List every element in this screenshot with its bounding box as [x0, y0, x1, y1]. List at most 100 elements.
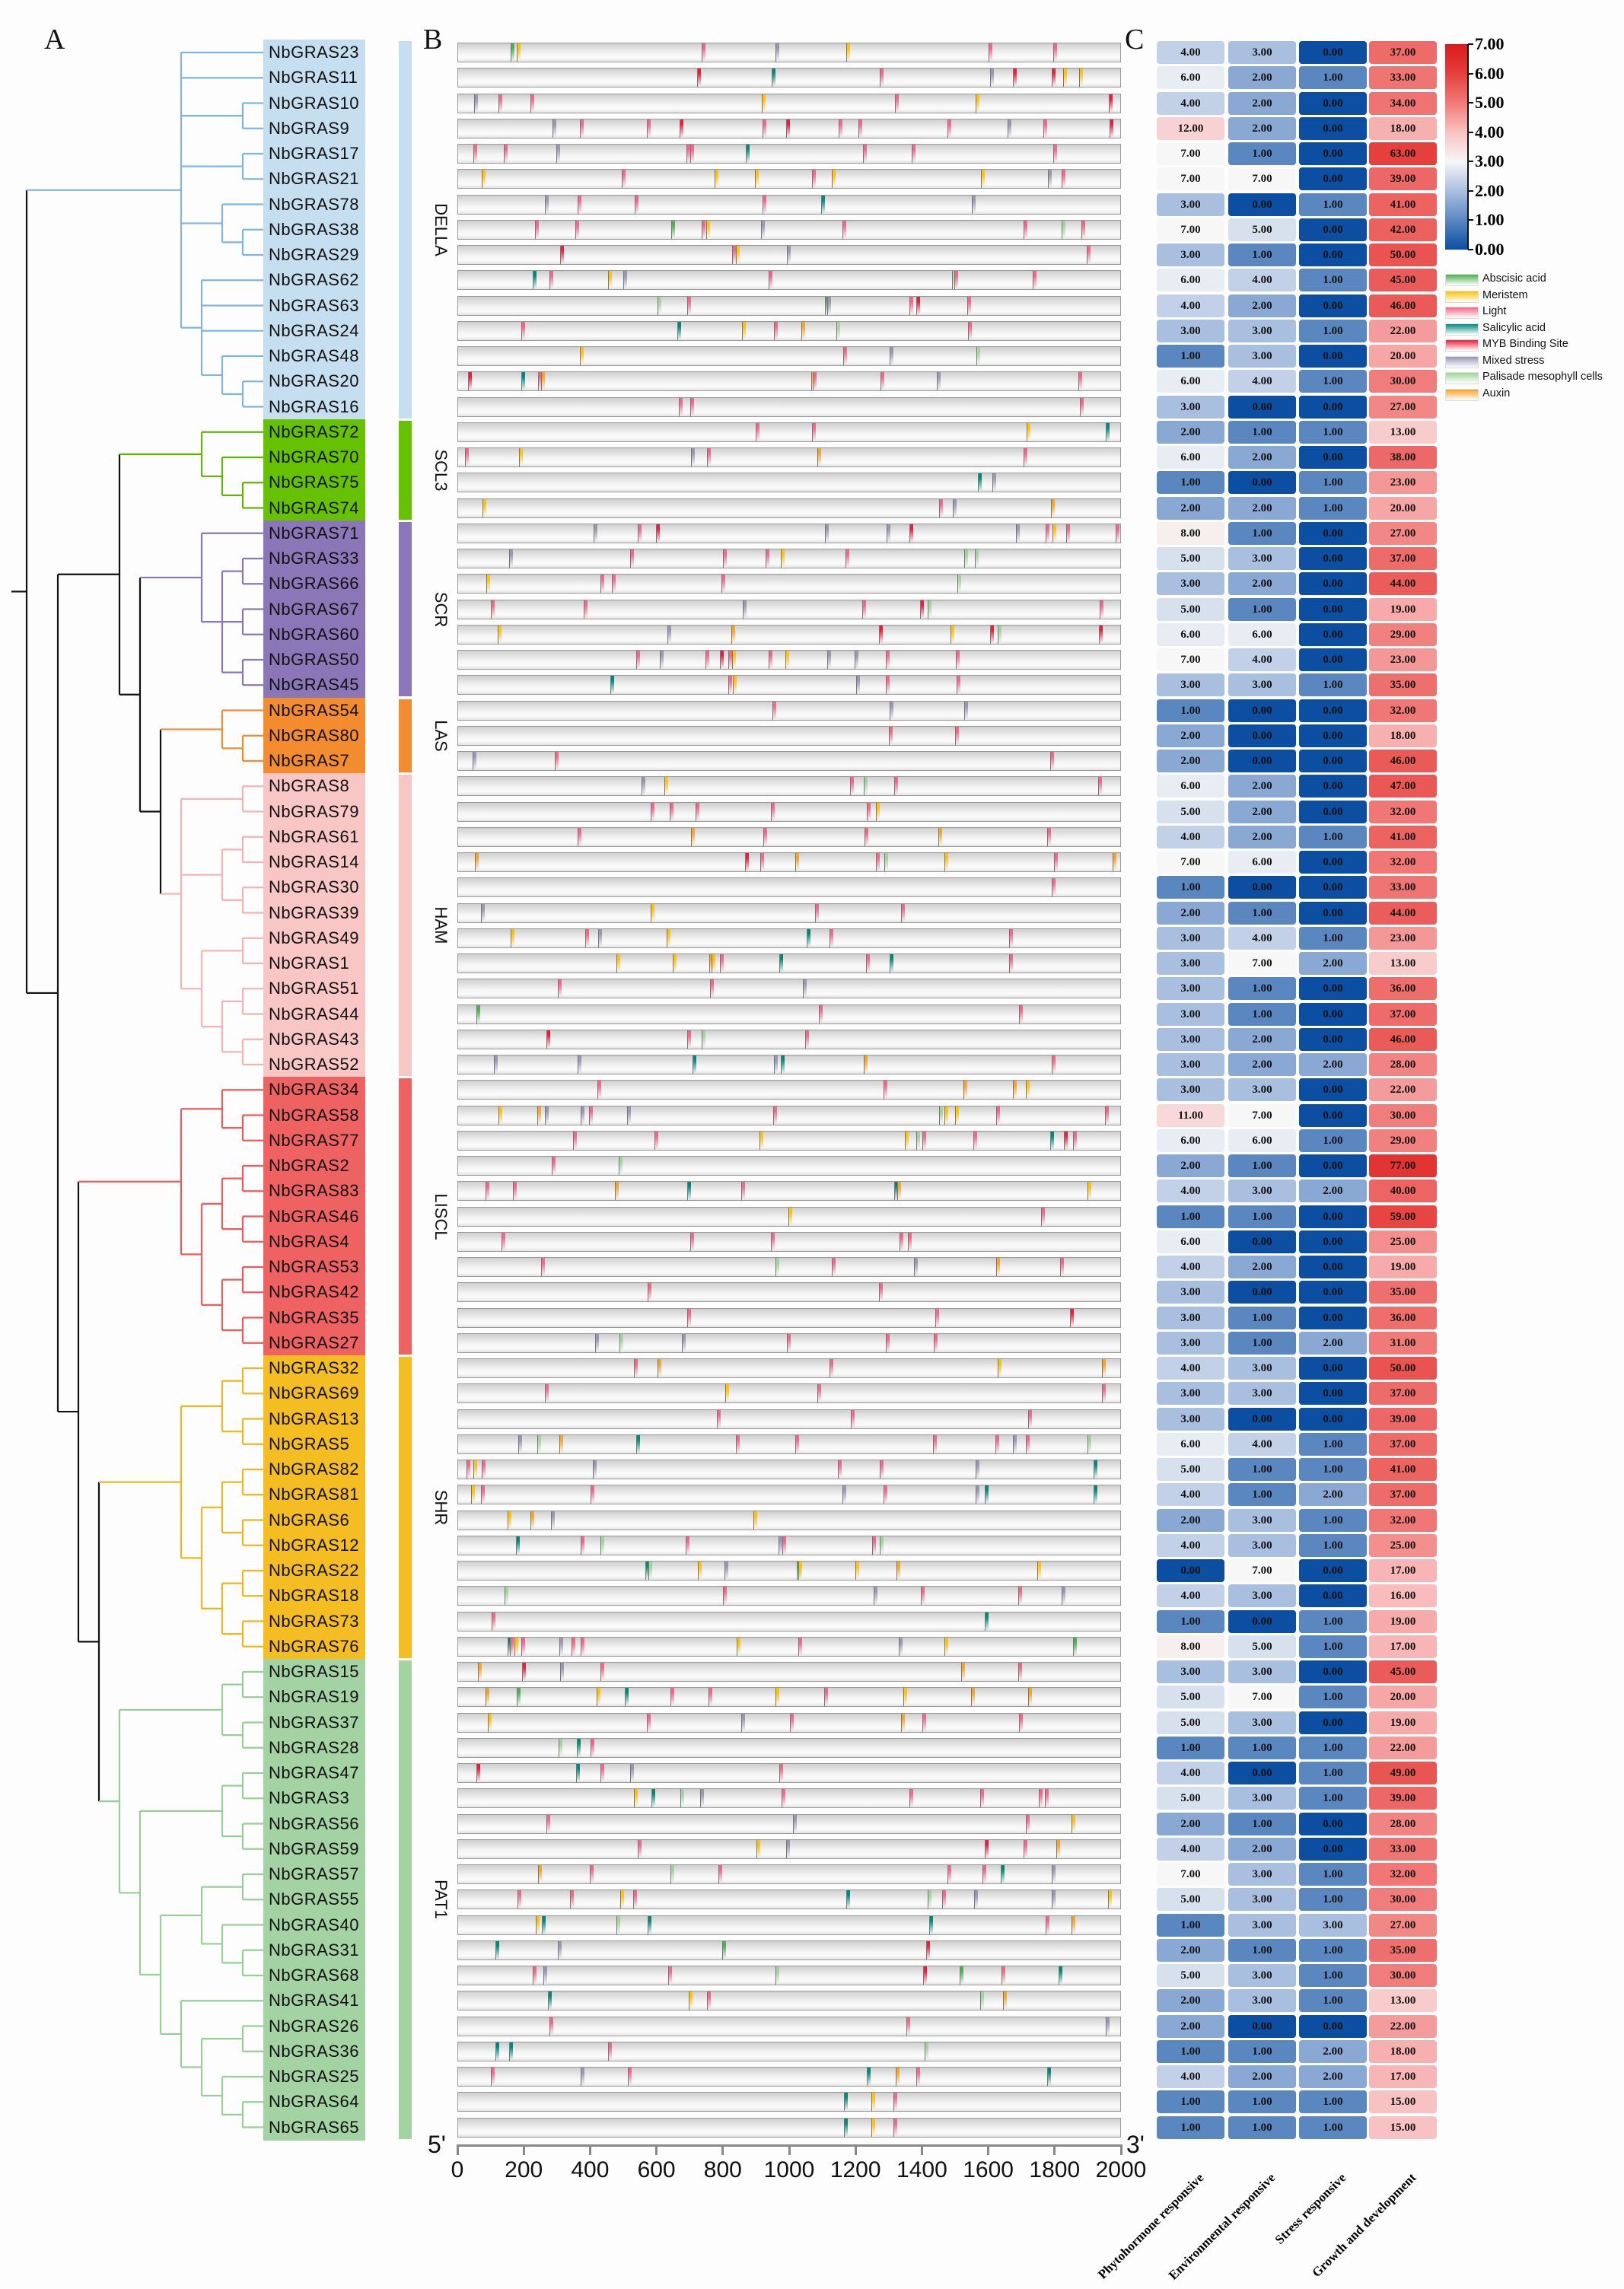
motif-mark-light — [537, 372, 542, 391]
heatmap-cell: 1.00 — [1299, 1762, 1367, 1784]
heatmap-cell: 20.00 — [1369, 345, 1437, 368]
legend-label: Mixed stress — [1482, 354, 1545, 367]
motif-mark-light — [812, 422, 817, 441]
heatmap-cell: 37.00 — [1369, 1432, 1437, 1456]
motif-mark-light — [1053, 145, 1058, 163]
motif-mark-mixed-stress — [889, 701, 893, 720]
promoter-bar — [457, 574, 1121, 594]
motif-mark-meristem — [950, 625, 954, 644]
motif-mark-auxin — [996, 1258, 1001, 1276]
motif-mark-myb-binding-site — [879, 625, 884, 644]
motif-mark-mixed-stress — [630, 1764, 635, 1782]
motif-mark-palisade-mesophyll-cells — [938, 1106, 943, 1125]
heatmap-cell: 3.00 — [1157, 1281, 1224, 1304]
motif-mark-abscisic-acid — [511, 43, 515, 62]
heatmap-cell: 1.00 — [1299, 319, 1367, 342]
motif-mark-palisade-mesophyll-cells — [925, 2042, 929, 2061]
heatmap-cell: 30.00 — [1369, 1888, 1437, 1912]
motif-mark-auxin — [615, 1182, 619, 1201]
heatmap-cell: 44.00 — [1369, 572, 1437, 596]
motif-mark-light — [815, 903, 820, 922]
motif-mark-meristem — [536, 1915, 540, 1934]
motif-mark-meristem — [633, 1789, 638, 1808]
heatmap-cell: 0.00 — [1299, 1711, 1367, 1734]
heatmap-cell: 0.00 — [1299, 977, 1367, 1001]
motif-mark-light — [1104, 1106, 1109, 1125]
color-scale-label: 5.00 — [1475, 93, 1505, 113]
motif-mark-light — [580, 1536, 584, 1555]
motif-mark-light — [957, 676, 961, 695]
motif-mark-mixed-stress — [480, 903, 485, 922]
heatmap-cell: 23.00 — [1369, 926, 1437, 950]
motif-mark-auxin — [794, 853, 799, 871]
heatmap-cell: 3.00 — [1228, 1357, 1296, 1380]
heatmap-cell: 5.00 — [1228, 1635, 1296, 1658]
promoter-bar — [457, 498, 1121, 518]
promoter-bar — [457, 447, 1121, 467]
heatmap-cell: 1.00 — [1157, 2115, 1224, 2139]
gene-label: NbGRAS52 — [263, 1052, 365, 1078]
heatmap-cell: 27.00 — [1369, 521, 1437, 545]
color-scale-tick — [1468, 219, 1473, 221]
heatmap-cell: 2.00 — [1228, 116, 1296, 140]
motif-mark-light — [732, 246, 737, 264]
motif-mark-mixed-stress — [700, 1789, 705, 1808]
motif-mark-light — [578, 827, 582, 846]
motif-mark-myb-binding-site — [560, 246, 565, 264]
gene-label: NbGRAS80 — [263, 722, 365, 749]
heatmap-cell: 2.00 — [1228, 1256, 1296, 1278]
motif-mark-light — [1046, 827, 1051, 846]
heatmap-cell: 1.00 — [1299, 1863, 1367, 1886]
motif-mark-light — [690, 1232, 695, 1251]
gene-label: NbGRAS30 — [263, 874, 365, 901]
heatmap-cell: 3.00 — [1299, 1913, 1367, 1937]
motif-mark-salicylic-acid — [1105, 422, 1110, 441]
heatmap-cell: 37.00 — [1369, 1002, 1437, 1026]
motif-mark-light — [1046, 1915, 1050, 1934]
motif-mark-salicylic-acid — [929, 1915, 934, 1934]
motif-mark-salicylic-acid — [647, 1915, 651, 1934]
heatmap-cell: 0.00 — [1299, 1382, 1367, 1406]
motif-mark-light — [718, 1865, 723, 1883]
heatmap-cell: 16.00 — [1369, 1584, 1437, 1608]
motif-mark-light — [766, 549, 770, 568]
motif-mark-auxin — [901, 1713, 906, 1732]
gene-label: NbGRAS81 — [263, 1482, 365, 1508]
motif-mark-light — [973, 1131, 978, 1150]
heatmap-cell: 1.00 — [1228, 1938, 1296, 1962]
motif-mark-meristem — [903, 1688, 908, 1707]
motif-mark-light — [573, 1131, 578, 1150]
motif-mark-auxin — [864, 1055, 868, 1074]
heatmap-cell: 3.00 — [1228, 1180, 1296, 1203]
heatmap-cell: 44.00 — [1369, 901, 1437, 925]
gene-label: NbGRAS77 — [263, 1127, 365, 1154]
heatmap-cell: 3.00 — [1228, 1989, 1296, 2013]
promoter-bar — [457, 1156, 1121, 1176]
subfamily-bar-scl3 — [399, 420, 412, 520]
motif-mark-myb-binding-site — [696, 68, 701, 88]
heatmap-cell: 7.00 — [1157, 1863, 1224, 1886]
motif-mark-palisade-mesophyll-cells — [884, 853, 888, 871]
motif-mark-mixed-stress — [551, 1511, 556, 1530]
subfamily-name: SHR — [431, 1489, 451, 1526]
heatmap-cell: 39.00 — [1369, 1787, 1437, 1810]
legend-label: Abscisic acid — [1482, 272, 1546, 285]
gene-label: NbGRAS73 — [263, 1608, 365, 1635]
motif-mark-meristem — [664, 777, 668, 796]
gene-label: NbGRAS46 — [263, 1203, 365, 1230]
motif-mark-light — [498, 94, 503, 113]
heatmap-cell: 40.00 — [1369, 1180, 1437, 1203]
gene-label: NbGRAS54 — [263, 697, 365, 724]
promoter-bar — [457, 624, 1121, 645]
heatmap-cell: 1.00 — [1299, 1888, 1367, 1912]
motif-mark-light — [967, 321, 972, 340]
legend-swatch-palisade-mesophyll-cells — [1445, 372, 1479, 384]
motif-mark-light — [638, 524, 642, 543]
motif-mark-palisade-mesophyll-cells — [600, 1536, 605, 1555]
motif-mark-light — [600, 1764, 604, 1782]
gene-label: NbGRAS57 — [263, 1861, 365, 1887]
motif-mark-meristem — [519, 448, 524, 466]
gene-label: NbGRAS53 — [263, 1254, 365, 1280]
promoter-bar — [457, 1636, 1121, 1657]
heatmap-cell: 0.00 — [1228, 724, 1296, 747]
